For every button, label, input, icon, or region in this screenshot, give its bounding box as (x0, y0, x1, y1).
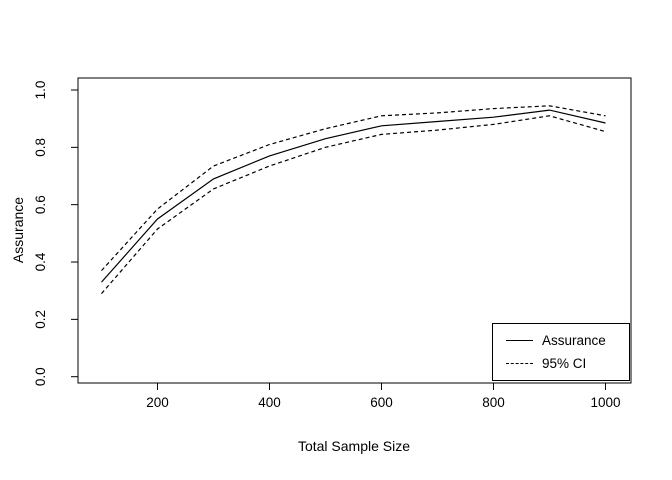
legend-item-ci: 95% CI (493, 354, 629, 373)
y-tick-label: 0.2 (33, 310, 48, 329)
legend-item-assurance: Assurance (493, 331, 629, 350)
legend: Assurance 95% CI (492, 323, 630, 381)
dashed-line-swatch (506, 363, 533, 364)
y-tick-label: 0.8 (33, 138, 48, 157)
x-tick-label: 200 (146, 395, 169, 410)
x-tick-label: 400 (258, 395, 281, 410)
series-line-assurance (101, 109, 606, 283)
solid-line-swatch (506, 340, 533, 341)
x-tick-label: 600 (370, 395, 393, 410)
legend-label: 95% CI (542, 355, 587, 371)
x-tick-label: 1000 (590, 395, 620, 410)
y-tick-label: 0.4 (33, 252, 48, 271)
series-line-95-ci-upper (101, 105, 606, 272)
x-tick-label: 800 (482, 395, 505, 410)
plot-box (77, 77, 632, 384)
x-axis-title: Total Sample Size (297, 438, 411, 454)
y-tick-label: 0.6 (33, 195, 48, 214)
y-tick-label: 0.0 (33, 367, 48, 386)
y-axis-title: Assurance (10, 196, 26, 264)
legend-label: Assurance (542, 332, 606, 348)
series-line-95-ci-lower (101, 115, 606, 294)
y-tick-label: 1.0 (33, 81, 48, 100)
